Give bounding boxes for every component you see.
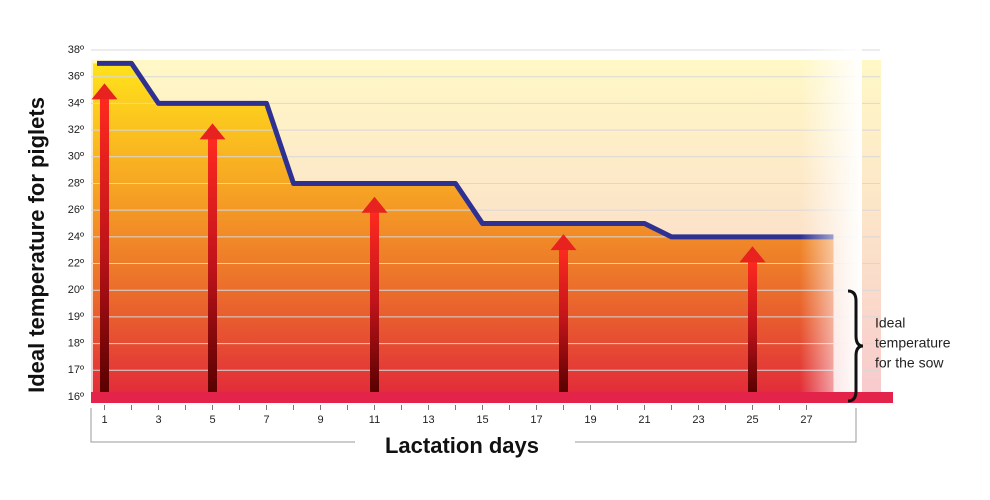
x-tick-label: 1 xyxy=(101,414,107,426)
x-axis-bracket xyxy=(90,408,857,443)
y-tick-label: 34º xyxy=(68,97,84,109)
plot-background xyxy=(91,60,881,397)
arrow-head xyxy=(739,246,766,263)
arrow-shaft xyxy=(559,248,568,392)
arrow-shaft xyxy=(748,260,757,392)
x-tick-label: 3 xyxy=(155,414,161,426)
arrow-head xyxy=(91,83,118,100)
annotation: Ideal temperature for the sow xyxy=(875,315,951,371)
y-tick-label: 20º xyxy=(68,284,84,296)
marks xyxy=(91,60,834,392)
arrow xyxy=(91,83,118,392)
brace xyxy=(847,289,864,403)
x-tick-label: 7 xyxy=(263,414,269,426)
x-tick-label: 11 xyxy=(369,414,380,426)
arrow xyxy=(739,246,766,392)
y-tick-label: 18º xyxy=(68,338,84,350)
y-tick-label: 30º xyxy=(68,151,84,163)
y-tick-label: 16º xyxy=(68,391,84,403)
arrow-shaft xyxy=(370,210,379,392)
x-tick-label: 25 xyxy=(746,414,758,426)
y-tick-label: 38º xyxy=(68,44,84,56)
y-tick-label: 19º xyxy=(68,311,84,323)
arrow xyxy=(199,123,226,392)
fade xyxy=(800,45,862,397)
y-tick-label: 22º xyxy=(68,257,84,269)
arrow-head xyxy=(550,234,577,251)
area xyxy=(93,63,834,397)
annotation-line: temperature xyxy=(875,335,951,351)
arrow xyxy=(361,196,388,392)
y-tick-label: 28º xyxy=(68,177,84,189)
x-tick-label: 17 xyxy=(530,414,542,426)
x-tick-label: 19 xyxy=(584,414,596,426)
y-tick-label: 24º xyxy=(68,231,84,243)
x-axis-label: Lactation days xyxy=(385,433,539,458)
x-tick-label: 23 xyxy=(692,414,704,426)
y-tick-label: 17º xyxy=(68,364,84,376)
x-tick-label: 5 xyxy=(209,414,215,426)
x-tick-label: 13 xyxy=(422,414,434,426)
annotation-line: Ideal xyxy=(875,315,905,331)
arrow-shaft xyxy=(208,137,217,392)
x-tick-label: 9 xyxy=(317,414,323,426)
y-tick-label: 26º xyxy=(68,204,84,216)
y-axis-label: Ideal temperature for piglets xyxy=(24,97,49,393)
sow-band xyxy=(91,392,893,403)
y-tick-label: 32º xyxy=(68,124,84,136)
arrow-head xyxy=(199,123,226,140)
x-tick-label: 15 xyxy=(476,414,488,426)
annotation-line: for the sow xyxy=(875,355,944,371)
x-tick-label: 27 xyxy=(800,414,812,426)
y-tick-label: 36º xyxy=(68,71,84,83)
line xyxy=(97,60,834,240)
arrow-shaft xyxy=(100,97,109,392)
arrow-head xyxy=(361,196,388,213)
arrow xyxy=(550,234,577,392)
x-tick-label: 21 xyxy=(638,414,650,426)
